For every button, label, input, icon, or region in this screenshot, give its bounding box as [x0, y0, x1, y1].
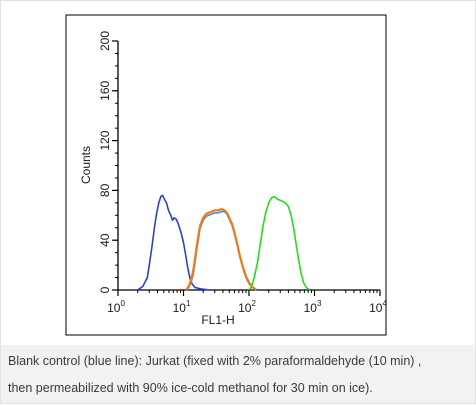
plot-border — [65, 14, 387, 336]
histogram-series-line-3 — [185, 208, 258, 291]
x-tick-label: 104 — [369, 299, 387, 315]
series-layer — [137, 194, 311, 291]
y-axis-label: Counts — [79, 146, 93, 184]
histogram-series-line-1 — [137, 194, 210, 291]
y-tick-label: 160 — [98, 80, 112, 100]
x-tick-label: 100 — [107, 299, 125, 315]
figure-caption: Blank control (blue line): Jurkat (fixed… — [0, 345, 476, 404]
chart-svg: 0 40 80 120 160 200 100 101 102 103 104 Counts FL1… — [65, 14, 387, 336]
y-tick-label: 40 — [98, 233, 112, 247]
x-tick-label: 101 — [173, 299, 191, 315]
y-tick-label: 200 — [98, 31, 112, 51]
x-tick-label: 103 — [304, 299, 322, 315]
axes-layer: 0 40 80 120 160 200 100 101 102 103 104 — [98, 31, 387, 315]
caption-line-1: Blank control (blue line): Jurkat (fixed… — [8, 354, 422, 368]
histogram-series-line-4 — [248, 195, 311, 291]
x-tick-label: 102 — [238, 299, 256, 315]
y-tick-label: 0 — [98, 286, 112, 293]
y-tick-label: 120 — [98, 130, 112, 150]
caption-line-2: then permeabilized with 90% ice-cold met… — [8, 381, 373, 395]
y-tick-label: 80 — [98, 183, 112, 197]
x-axis-label: FL1-H — [201, 313, 234, 327]
